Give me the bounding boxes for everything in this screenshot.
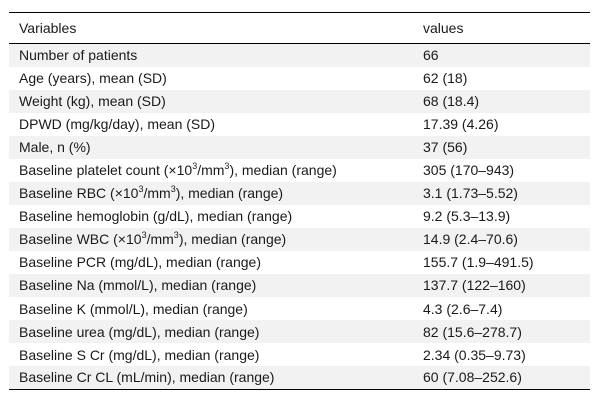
cell-variable: Male, n (%) [19, 139, 91, 156]
header-variables: Variables [19, 20, 77, 36]
table-row: Baseline RBC (×103/mm3), median (range) … [9, 181, 590, 205]
table-row: Baseline urea (mg/dL), median (range) 82… [9, 320, 590, 344]
cell-value: 82 (15.6–278.7) [423, 323, 522, 340]
cell-variable: Baseline urea (mg/dL), median (range) [19, 323, 260, 340]
table-row: Male, n (%) 37 (56) [9, 135, 590, 159]
cell-value: 14.9 (2.4–70.6) [423, 231, 518, 248]
table-row: Baseline S Cr (mg/dL), median (range) 2.… [9, 343, 590, 366]
variable-suffix: ), median (range) [178, 231, 287, 248]
table-row: DPWD (mg/kg/day), mean (SD) 17.39 (4.26) [9, 113, 590, 136]
cell-variable: Baseline WBC (×103/mm3), median (range) [9, 228, 417, 251]
cell-value: 9.2 (5.3–13.9) [423, 208, 511, 225]
cell-variable: DPWD (mg/kg/day), mean (SD) [19, 116, 216, 133]
cell-value: 3.1 (1.73–5.52) [423, 185, 518, 202]
cell-value: 37 (56) [423, 139, 468, 156]
cell-variable: Weight (kg), mean (SD) [19, 93, 166, 110]
table-row: Number of patients 66 [9, 43, 590, 67]
exponent: 3 [138, 183, 144, 194]
cell-variable: Baseline platelet count (×103/mm3), medi… [9, 159, 417, 182]
cell-value: 305 (170–943) [423, 162, 515, 179]
table-container: Variables values Number of patients 66 A… [9, 12, 590, 390]
variable-text: Baseline platelet count (×10 [19, 162, 193, 179]
patient-characteristics-table: Variables values Number of patients 66 A… [9, 12, 590, 390]
cell-variable: Baseline S Cr (mg/dL), median (range) [19, 346, 260, 363]
cell-variable: Baseline hemoglobin (g/dL), median (rang… [19, 208, 293, 225]
cell-value: 155.7 (1.9–491.5) [423, 254, 534, 271]
table-row: Baseline hemoglobin (g/dL), median (rang… [9, 205, 590, 228]
cell-value: 66 [423, 47, 439, 64]
variable-unit: /mm [143, 185, 171, 202]
cell-value: 4.3 (2.6–7.4) [423, 300, 503, 317]
exponent: 3 [141, 229, 147, 240]
cell-variable: Age (years), mean (SD) [19, 70, 167, 87]
header-values: values [423, 20, 464, 36]
table-row: Baseline Na (mmol/L), median (range) 137… [9, 273, 590, 298]
cell-value: 17.39 (4.26) [423, 116, 499, 133]
table-row: Baseline WBC (×103/mm3), median (range) … [9, 227, 590, 251]
cell-variable: Baseline RBC (×103/mm3), median (range) [9, 182, 417, 205]
table-row: Weight (kg), mean (SD) 68 (18.4) [9, 89, 590, 113]
exponent: 3 [173, 229, 179, 240]
table-row: Baseline K (mmol/L), median (range) 4.3 … [9, 297, 590, 320]
table-row: Age (years), mean (SD) 62 (18) [9, 67, 590, 90]
exponent: 3 [224, 160, 230, 171]
cell-value: 62 (18) [423, 70, 468, 87]
table-row: Baseline PCR (mg/dL), median (range) 155… [9, 251, 590, 274]
variable-unit: /mm [146, 231, 174, 248]
variable-text: Baseline WBC (×10 [19, 231, 142, 248]
exponent: 3 [170, 183, 176, 194]
table-row: Baseline Cr CL (mL/min), median (range) … [9, 366, 590, 390]
table-row: Baseline platelet count (×103/mm3), medi… [9, 159, 590, 182]
variable-text: Baseline RBC (×10 [19, 185, 139, 202]
cell-value: 137.7 (122–160) [423, 277, 526, 294]
cell-value: 2.34 (0.35–9.73) [423, 346, 526, 363]
cell-variable: Baseline Na (mmol/L), median (range) [19, 277, 257, 294]
table-header-row: Variables values [9, 12, 590, 44]
variable-suffix: ), median (range) [229, 162, 337, 179]
cell-variable: Baseline K (mmol/L), median (range) [19, 300, 248, 317]
variable-unit: /mm [197, 162, 225, 179]
exponent: 3 [192, 160, 198, 171]
cell-value: 68 (18.4) [423, 93, 480, 110]
cell-variable: Baseline PCR (mg/dL), median (range) [19, 254, 261, 271]
cell-variable: Baseline Cr CL (mL/min), median (range) [19, 369, 275, 386]
variable-suffix: ), median (range) [175, 185, 284, 202]
cell-value: 60 (7.08–252.6) [423, 369, 522, 386]
cell-variable: Number of patients [19, 47, 138, 64]
